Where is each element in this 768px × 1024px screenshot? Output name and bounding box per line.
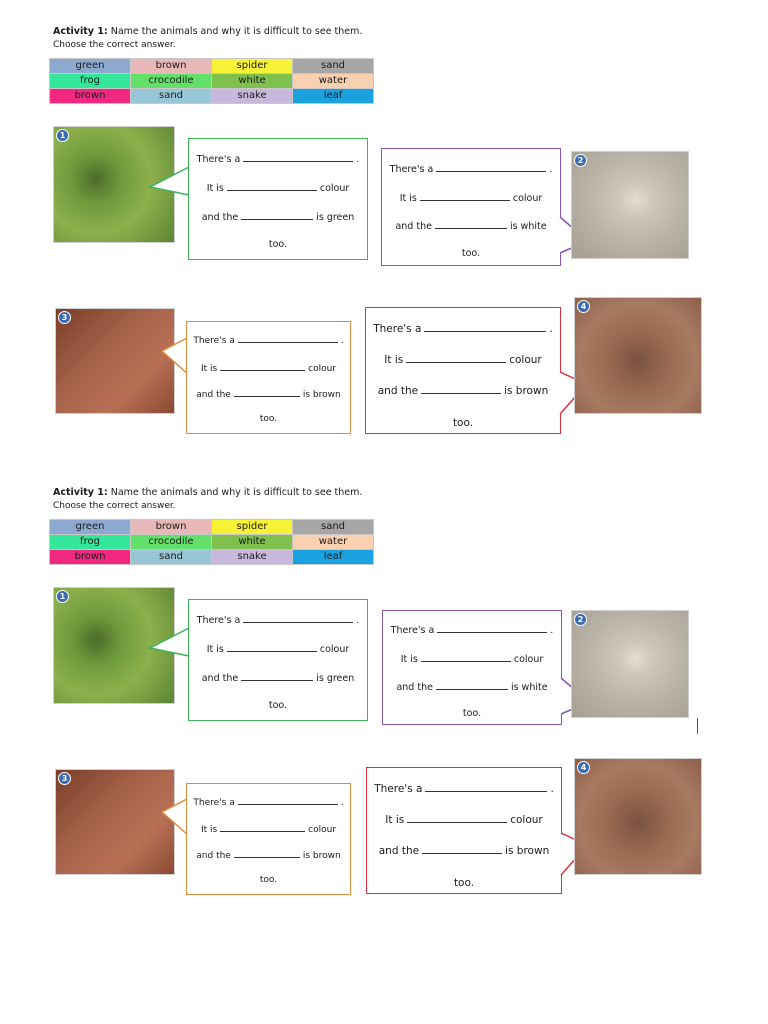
answer-blank[interactable] [422,845,503,854]
word-bank-cell: spider [211,58,293,74]
spider-photo: 2 [571,151,689,259]
word-bank-cell: water [292,534,374,550]
word-bank-cell: frog [49,534,131,550]
answer-blank[interactable] [226,182,317,191]
number-badge-icon: 1 [56,590,69,603]
answer-blank[interactable] [241,672,314,681]
speech-bubble-tail [160,336,190,376]
speech-bubble-tail [148,166,190,196]
answer-blank[interactable] [421,385,502,394]
answer-blank[interactable] [436,163,547,172]
speech-bubble-4: There's a. It is colour and the is brown t… [366,767,562,894]
word-bank-cell: sand [292,58,374,74]
word-bank-cell: brown [49,88,131,104]
answer-blank[interactable] [420,653,511,662]
word-bank-cell: green [49,58,131,74]
number-badge-icon: 3 [58,772,71,785]
answer-blank[interactable] [425,783,548,792]
activity-title-text: Name the animals and why it is difficult… [110,26,363,37]
word-bank-cell: sand [130,549,212,565]
word-bank-cell: leaf [292,549,374,565]
worksheet-copy-2: Activity 1: Name the animals and why it … [0,486,768,946]
word-bank-cell: white [211,73,293,89]
activity-subtitle: Choose the correct answer. [53,40,176,50]
activity-title-label: Activity 1: [53,487,108,498]
word-bank-cell: water [292,73,374,89]
answer-blank[interactable] [419,192,510,201]
speech-bubble-tail [148,627,190,657]
word-bank-cell: green [49,519,131,535]
word-bank-cell: frog [49,73,131,89]
number-badge-icon: 4 [577,300,590,313]
speech-bubble-2: There's a. It is colour and the is white t… [381,148,561,266]
answer-blank[interactable] [406,354,507,363]
text-cursor-mark [697,718,698,734]
activity-title-text: Name the animals and why it is difficult… [110,487,363,498]
speech-bubble-2: There's a. It is colour and the is white t… [382,610,562,725]
activity-title: Activity 1: Name the animals and why it … [53,486,362,500]
word-bank-cell: brown [130,519,212,535]
speech-bubble-1: There's a. It is colour and the is green t… [188,138,368,260]
answer-blank[interactable] [226,643,317,652]
speech-bubble-1: There's a. It is colour and the is green t… [188,599,368,721]
word-bank-cell: brown [130,58,212,74]
word-bank-cell: brown [49,549,131,565]
snake-photo: 4 [574,297,702,414]
answer-blank[interactable] [220,823,306,832]
answer-blank[interactable] [237,334,338,343]
answer-blank[interactable] [434,220,507,229]
answer-blank[interactable] [407,814,508,823]
word-bank-cell: sand [130,88,212,104]
word-bank-cell: crocodile [130,534,212,550]
activity-subtitle: Choose the correct answer. [53,501,176,511]
number-badge-icon: 2 [574,613,587,626]
speech-bubble-3: There's a. It is colour and the is brown t… [186,321,351,434]
answer-blank[interactable] [243,153,354,162]
number-badge-icon: 1 [56,129,69,142]
answer-blank[interactable] [220,362,306,371]
number-badge-icon: 2 [574,154,587,167]
leaf-frog-photo: 3 [55,769,175,875]
word-bank-cell: spider [211,519,293,535]
word-bank-cell: snake [211,88,293,104]
answer-blank[interactable] [237,796,338,805]
answer-blank[interactable] [243,614,354,623]
word-bank-table: green brown spider sand frog crocodile w… [49,519,374,565]
speech-bubble-tail [160,797,190,837]
number-badge-icon: 3 [58,311,71,324]
worksheet-copy-1: Activity 1: Name the animals and why it … [0,25,768,485]
leaf-frog-photo: 3 [55,308,175,414]
word-bank-cell: white [211,534,293,550]
word-bank-cell: snake [211,549,293,565]
speech-bubble-4: There's a. It is colour and the is brown t… [365,307,561,434]
number-badge-icon: 4 [577,761,590,774]
spider-photo: 2 [571,610,689,718]
word-bank-cell: crocodile [130,73,212,89]
word-bank-table: green brown spider sand frog crocodile w… [49,58,374,104]
answer-blank[interactable] [233,388,300,397]
answer-blank[interactable] [435,681,508,690]
answer-blank[interactable] [233,849,300,858]
activity-title: Activity 1: Name the animals and why it … [53,25,362,39]
snake-photo: 4 [574,758,702,875]
answer-blank[interactable] [241,211,314,220]
activity-title-label: Activity 1: [53,26,108,37]
word-bank-cell: sand [292,519,374,535]
answer-blank[interactable] [437,624,548,633]
word-bank-cell: leaf [292,88,374,104]
answer-blank[interactable] [424,323,547,332]
speech-bubble-3: There's a. It is colour and the is brown t… [186,783,351,895]
